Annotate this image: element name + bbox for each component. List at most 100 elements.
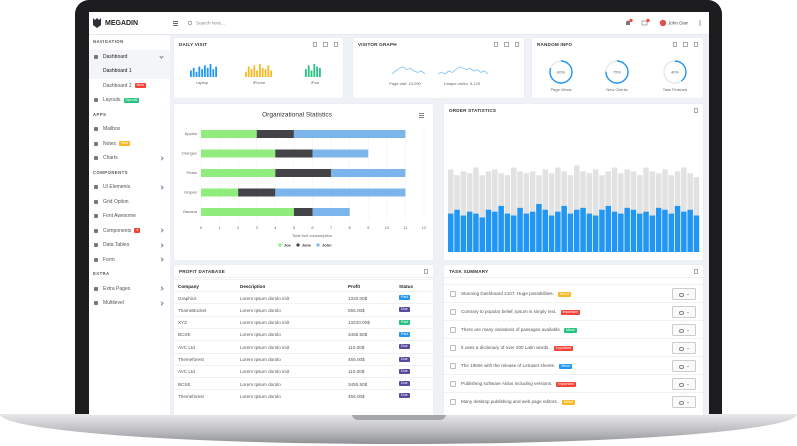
category-label: Banana	[183, 209, 198, 214]
task-settings-button[interactable]	[672, 378, 696, 390]
legend-label: Jane	[302, 242, 312, 247]
spark-bar	[264, 69, 267, 77]
visitor-graphs: Page visit 10,090 Unique visitor 8,129	[389, 66, 489, 86]
bar	[643, 211, 649, 252]
spark-bar	[198, 66, 201, 77]
task-checkbox[interactable]	[450, 363, 456, 369]
task-settings-button[interactable]	[672, 324, 696, 336]
sidebar-item[interactable]: Charts	[89, 151, 170, 166]
sidebar-item[interactable]: Dashboard	[89, 49, 170, 64]
bar	[567, 213, 574, 252]
stat-label: Unique visitor 8,129	[444, 81, 481, 86]
sidebar-item[interactable]: Mailbox	[89, 122, 170, 137]
bar	[681, 167, 687, 252]
card-tools[interactable]	[312, 42, 338, 47]
random-info-card: RANDOM INFO 80% Page Views 75% New Clients 4…	[532, 38, 703, 98]
chart-menu[interactable]	[419, 113, 424, 118]
bar-segment	[201, 169, 276, 177]
bar	[574, 165, 580, 252]
spark-bar	[212, 69, 215, 77]
card-tools[interactable]	[693, 108, 698, 113]
x-tick-label: 2	[237, 225, 240, 230]
bar	[586, 173, 593, 252]
x-tick-label: 0	[200, 225, 203, 230]
sidebar-item[interactable]: Notes New	[89, 137, 170, 152]
gear-icon	[679, 364, 684, 369]
category-label: Grapes	[184, 190, 197, 195]
task-settings-button[interactable]	[672, 396, 696, 408]
task-settings-button[interactable]	[672, 342, 696, 354]
table-cell: Lorem Ipsum dorolo	[240, 332, 281, 338]
task-settings-button[interactable]	[672, 288, 696, 300]
sidebar-item[interactable]: Layouts Special	[89, 93, 170, 108]
table-row: BCSE Lorem Ipsum dorolo 3455.50$ Paid	[174, 327, 433, 341]
spark-bar	[310, 70, 313, 77]
profit-database-card: PROFIT DATABASE Company Description Profit…	[174, 265, 433, 415]
task-checkbox[interactable]	[450, 381, 456, 387]
task-checkbox[interactable]	[450, 399, 456, 405]
sidebar-item[interactable]: Extra Pages	[89, 282, 170, 297]
message-icon[interactable]	[641, 20, 648, 26]
sidebar-item[interactable]: Grid Option	[89, 195, 170, 210]
sidebar-item[interactable]: Form	[89, 253, 170, 268]
sidebar-item[interactable]: Font Awesome	[89, 209, 170, 224]
spark-bar	[247, 66, 250, 77]
chevron	[159, 242, 164, 248]
bar	[523, 213, 530, 252]
menu-label: Data Tables	[103, 242, 130, 248]
avatar[interactable]	[659, 19, 667, 27]
more-menu[interactable]	[699, 20, 701, 26]
task-text-wrap: Many desktop publishing and web page edi…	[461, 399, 576, 405]
daily-visit-card: DAILY VISIT Laptop iPhone iPad	[174, 38, 343, 98]
menu-icon	[94, 98, 98, 103]
task-checkbox[interactable]	[450, 327, 456, 333]
bar	[479, 217, 485, 252]
card-tools[interactable]	[423, 269, 428, 274]
card-title: PROFIT DATABASE	[179, 269, 225, 274]
donut-caption: Task Finished	[663, 87, 687, 92]
sidebar-subitem[interactable]: Dashboard 2 New	[89, 79, 170, 94]
menu-badge: New	[119, 141, 131, 147]
category-label: Oranges	[182, 151, 197, 156]
task-checkbox[interactable]	[450, 291, 456, 297]
sidebar-subitem[interactable]: Dashboard 1	[89, 64, 170, 79]
bar	[492, 169, 498, 252]
bar	[592, 169, 599, 252]
bar	[655, 207, 662, 252]
task-settings-button[interactable]	[672, 306, 696, 318]
sidebar-item[interactable]: Data Tables	[89, 238, 170, 253]
bar	[618, 173, 624, 252]
status-badge: Due	[399, 356, 410, 362]
sidebar-item[interactable]: Components 4	[89, 224, 170, 239]
bar	[681, 211, 687, 252]
spark-bar	[215, 66, 217, 77]
notification-icon[interactable]	[626, 20, 630, 26]
bar	[674, 205, 681, 252]
sidebar-item[interactable]: UI Elements	[89, 180, 170, 195]
bar-segment	[201, 188, 239, 197]
x-axis-title: Total fruit consumption	[292, 233, 332, 238]
user-name[interactable]: John Doe	[668, 21, 688, 26]
bar-segment	[201, 149, 276, 158]
search-input[interactable]: Search here...	[196, 21, 225, 26]
card-tools[interactable]	[672, 42, 698, 47]
x-tick-label: 7	[330, 225, 333, 230]
card-tools[interactable]	[693, 269, 698, 274]
task-checkbox[interactable]	[450, 345, 456, 351]
bar	[548, 173, 555, 252]
user-caret	[686, 22, 688, 24]
menu-toggle[interactable]	[173, 21, 178, 26]
status-badge: Due	[399, 368, 410, 374]
chart-title: Organizational Statistics	[262, 112, 332, 119]
task-settings-button[interactable]	[672, 360, 696, 372]
bar	[454, 209, 460, 252]
status-badge: Due	[399, 307, 410, 313]
chevron	[159, 228, 164, 233]
task-badge: Minor	[557, 292, 571, 297]
menu-icon	[94, 257, 98, 262]
card-tools[interactable]	[493, 42, 519, 47]
task-checkbox[interactable]	[450, 309, 456, 315]
top-bar: MEGADIN Search here... John Doe	[89, 12, 709, 35]
bar	[473, 167, 479, 252]
sidebar-item[interactable]: Multilevel	[89, 296, 170, 311]
